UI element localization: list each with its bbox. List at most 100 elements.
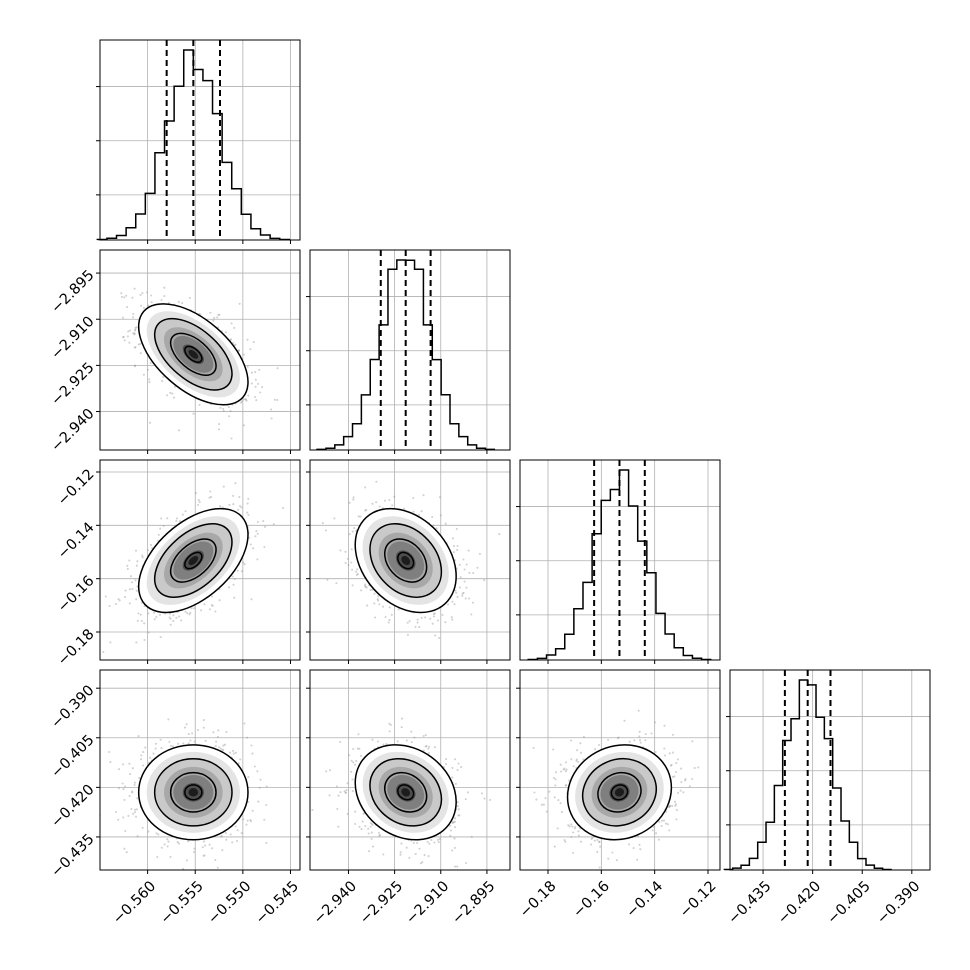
contour-line	[354, 744, 457, 841]
scatter-point	[350, 561, 353, 564]
scatter-point	[168, 740, 171, 743]
scatter-point	[250, 744, 253, 747]
scatter-point	[464, 597, 467, 600]
scatter-point	[217, 729, 220, 732]
scatter-point	[222, 410, 225, 413]
scatter-point	[143, 638, 146, 642]
panel-2-0	[99, 459, 301, 661]
scatter-point	[123, 596, 127, 599]
scatter-point	[118, 599, 121, 602]
scatter-point	[390, 613, 393, 616]
scatter-point	[360, 828, 363, 831]
scatter-point	[229, 410, 232, 413]
scatter-point	[230, 322, 233, 325]
scatter-point	[408, 856, 411, 859]
scatter-point	[345, 791, 348, 794]
scatter-point	[148, 381, 151, 384]
scatter-point	[136, 560, 139, 563]
scatter-point	[368, 850, 371, 853]
contour-line	[169, 332, 217, 376]
scatter-point	[131, 316, 135, 319]
scatter-point	[221, 877, 223, 879]
scatter-point	[364, 583, 367, 586]
scatter-point	[400, 726, 403, 729]
scatter-point	[370, 822, 373, 825]
scatter-point	[257, 382, 260, 385]
scatter-point	[128, 559, 131, 562]
scatter-point	[403, 507, 406, 510]
density-fill	[188, 349, 199, 359]
scatter-point	[596, 850, 599, 853]
contour-line	[169, 538, 217, 583]
scatter-point	[210, 595, 213, 598]
scatter-point	[355, 570, 358, 573]
scatter-point	[455, 527, 458, 530]
scatter-point	[187, 742, 190, 745]
scatter-point	[193, 607, 196, 610]
scatter-point	[140, 304, 143, 307]
scatter-point	[169, 744, 172, 747]
scatter-point	[311, 808, 314, 811]
scatter-point	[217, 313, 220, 316]
scatter-point	[242, 353, 245, 356]
scatter-point	[231, 575, 234, 578]
scatter-point	[345, 788, 348, 792]
scatter-point	[131, 812, 135, 815]
scatter-point	[371, 823, 374, 827]
scatter-point	[131, 767, 134, 770]
scatter-point	[364, 824, 367, 828]
scatter-point	[255, 529, 258, 533]
scatter-point	[120, 295, 124, 298]
scatter-point	[540, 803, 543, 806]
scatter-point	[347, 563, 350, 567]
scatter-point	[125, 294, 128, 297]
scatter-point	[240, 401, 243, 404]
scatter-point	[356, 568, 359, 571]
scatter-point	[136, 835, 139, 838]
scatter-point	[132, 312, 135, 315]
scatter-point	[175, 517, 178, 520]
scatter-point	[197, 499, 200, 502]
scatter-point	[229, 833, 232, 836]
scatter-point	[419, 862, 423, 865]
scatter-point	[355, 759, 358, 763]
scatter-point	[233, 326, 236, 329]
scatter-point	[468, 597, 471, 600]
scatter-point	[139, 613, 142, 616]
scatter-point	[359, 754, 363, 757]
scatter-point	[470, 835, 473, 838]
scatter-point	[247, 394, 250, 397]
scatter-point	[159, 636, 162, 639]
scatter-point	[222, 748, 225, 751]
density-fill	[188, 788, 199, 797]
scatter-point	[357, 515, 360, 518]
scatter-point	[453, 846, 456, 849]
contour-line	[369, 758, 443, 827]
scatter-point	[139, 352, 142, 355]
scatter-point	[572, 851, 575, 855]
density-fill	[401, 788, 411, 797]
scatter-point	[134, 328, 137, 331]
scatter-point	[140, 619, 143, 623]
contour-line	[397, 551, 415, 570]
scatter-point	[418, 626, 421, 629]
scatter-point	[208, 843, 211, 846]
scatter-point	[453, 865, 457, 868]
scatter-point	[377, 831, 381, 835]
scatter-point	[456, 865, 459, 868]
scatter-point	[224, 831, 227, 835]
scatter-point	[464, 798, 467, 801]
scatter-point	[371, 738, 374, 741]
scatter-point	[451, 776, 454, 779]
scatter-point	[358, 747, 361, 750]
scatter-point	[367, 827, 370, 830]
scatter-point	[175, 616, 178, 619]
scatter-point	[346, 812, 349, 815]
scatter-point	[249, 543, 252, 546]
scatter-point	[339, 791, 342, 794]
contour-line	[184, 551, 203, 570]
scatter-point	[250, 382, 253, 385]
scatter-point	[246, 502, 249, 505]
scatter-point	[142, 373, 145, 376]
scatter-point	[379, 834, 382, 837]
